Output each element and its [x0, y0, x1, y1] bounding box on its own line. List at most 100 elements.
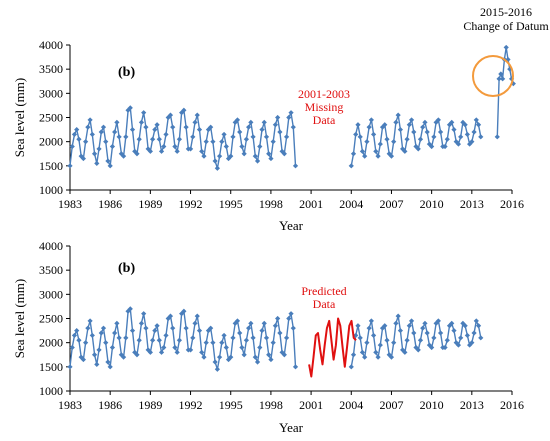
data-point — [359, 349, 366, 355]
data-point — [154, 323, 160, 329]
data-point — [252, 153, 258, 159]
data-point — [147, 148, 153, 154]
data-point — [107, 364, 113, 370]
data-point — [437, 330, 444, 336]
data-point — [431, 335, 437, 341]
data-point — [196, 327, 203, 334]
x-axis-title: Year — [279, 420, 304, 435]
data-point — [254, 359, 261, 365]
data-point — [359, 148, 366, 154]
data-point — [455, 141, 462, 147]
data-point — [170, 124, 176, 130]
data-point — [174, 148, 180, 154]
data-point — [69, 344, 75, 351]
data-point — [248, 119, 254, 125]
data-point — [205, 327, 212, 334]
data-point — [435, 117, 441, 123]
data-point — [437, 129, 444, 135]
data-point — [270, 340, 276, 346]
data-point — [261, 320, 267, 326]
data-point — [167, 313, 174, 319]
data-point — [507, 66, 513, 72]
data-point — [228, 354, 234, 360]
data-point — [375, 354, 381, 360]
y-tick-label: 2500 — [39, 111, 63, 125]
panel-label: (b) — [118, 261, 135, 276]
data-point — [471, 330, 477, 336]
y-tick-label: 4000 — [39, 239, 63, 253]
data-point — [451, 327, 457, 334]
data-point — [127, 105, 133, 111]
data-point — [96, 146, 102, 152]
data-point — [192, 119, 198, 125]
data-point — [156, 136, 162, 142]
data-point — [357, 335, 363, 341]
data-point — [223, 143, 229, 150]
data-point — [281, 151, 287, 157]
data-point — [442, 344, 448, 351]
data-point — [375, 153, 381, 159]
data-point — [250, 335, 256, 341]
data-point — [91, 151, 98, 157]
data-point — [444, 136, 450, 142]
x-tick-label: 2016 — [500, 398, 524, 412]
data-point — [210, 340, 216, 346]
x-tick-label: 1989 — [138, 398, 162, 412]
data-point — [205, 126, 212, 133]
data-point — [281, 352, 287, 358]
data-point — [500, 76, 506, 82]
data-point — [250, 134, 256, 140]
data-point — [98, 129, 104, 135]
data-point — [377, 141, 383, 147]
data-point — [290, 325, 296, 331]
data-point — [397, 327, 403, 334]
data-point — [473, 117, 479, 123]
data-point — [478, 134, 484, 140]
x-tick-label: 1983 — [58, 197, 82, 211]
datum-change-highlight-circle — [472, 55, 514, 97]
data-point — [89, 332, 95, 339]
data-point — [80, 155, 86, 162]
y-tick-label: 3000 — [39, 86, 63, 100]
data-point — [163, 332, 169, 339]
data-point — [71, 332, 78, 339]
data-point — [120, 153, 127, 159]
data-point — [431, 134, 437, 140]
data-point — [402, 148, 408, 154]
annotation-text: 2001-2003 — [298, 87, 350, 101]
data-point — [96, 347, 102, 353]
x-tick-label: 1998 — [259, 197, 283, 211]
data-point — [411, 129, 417, 135]
data-point — [382, 122, 388, 128]
data-point — [290, 124, 296, 130]
y-tick-label: 4000 — [39, 38, 63, 52]
x-tick-label: 1995 — [219, 398, 243, 412]
data-point — [176, 337, 183, 343]
data-point — [471, 129, 477, 135]
data-point — [150, 136, 156, 142]
data-point — [422, 119, 428, 125]
x-tick-label: 2007 — [379, 197, 403, 211]
data-point — [147, 349, 153, 355]
data-point — [350, 151, 357, 157]
data-point — [444, 337, 450, 343]
data-point — [449, 119, 455, 125]
data-point — [366, 124, 372, 130]
data-point — [283, 134, 290, 140]
y-tick-label: 3000 — [39, 287, 63, 301]
data-point — [503, 44, 509, 51]
data-point — [353, 332, 359, 339]
data-point — [237, 129, 243, 135]
y-tick-label: 1000 — [39, 183, 63, 197]
data-point — [174, 349, 180, 355]
data-point — [288, 311, 294, 317]
x-tick-label: 1992 — [179, 398, 203, 412]
data-point — [143, 325, 149, 331]
data-point — [422, 320, 428, 326]
data-point — [368, 318, 374, 324]
data-point — [404, 136, 410, 142]
y-tick-label: 2000 — [39, 135, 63, 149]
x-tick-label: 2001 — [299, 197, 323, 211]
data-point — [232, 320, 238, 326]
